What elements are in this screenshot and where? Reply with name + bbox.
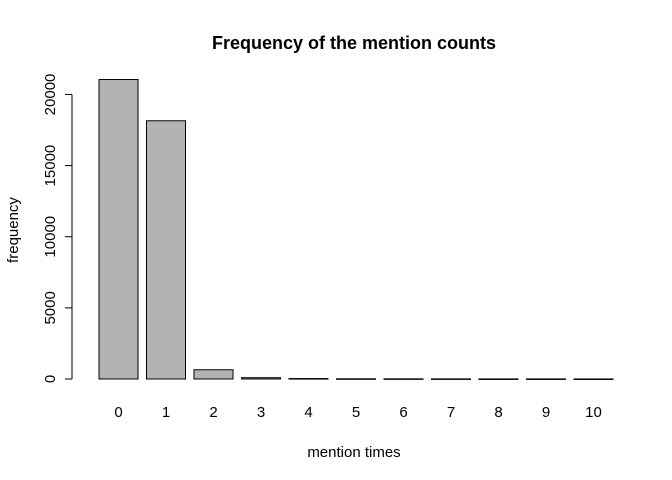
x-axis-label: mention times <box>307 444 400 461</box>
x-tick-label: 0 <box>114 404 122 421</box>
bar-3 <box>241 377 281 380</box>
x-tick-label: 7 <box>447 404 455 421</box>
bar-0 <box>98 79 139 380</box>
y-tick-label: 0 <box>42 375 59 383</box>
y-tick-label: 15000 <box>42 145 59 187</box>
bar-2 <box>193 369 234 380</box>
bar-5 <box>336 378 376 380</box>
y-tick-label: 10000 <box>42 216 59 258</box>
y-tick-label: 20000 <box>42 74 59 116</box>
x-tick-label: 3 <box>257 404 265 421</box>
bar-10 <box>573 378 614 380</box>
y-tick-label: 5000 <box>42 291 59 324</box>
bar-7 <box>431 378 471 380</box>
bar-1 <box>146 120 186 380</box>
chart-title: Frequency of the mention counts <box>212 33 496 53</box>
y-axis-label: frequency <box>5 197 22 263</box>
x-tick-label: 5 <box>352 404 360 421</box>
x-tick-label: 10 <box>585 404 602 421</box>
bar-8 <box>478 378 519 380</box>
x-tick-label: 8 <box>494 404 502 421</box>
bar-4 <box>288 378 329 380</box>
x-tick-labels: 0 1 2 3 4 5 6 7 8 9 10 <box>114 404 602 421</box>
bar-6 <box>383 378 424 380</box>
x-tick-label: 1 <box>162 404 170 421</box>
bars-group <box>98 79 614 380</box>
y-axis: 0 5000 10000 15000 20000 <box>42 74 73 383</box>
x-tick-label: 2 <box>209 404 217 421</box>
x-tick-label: 9 <box>542 404 550 421</box>
x-tick-label: 6 <box>399 404 407 421</box>
bar-9 <box>526 378 566 380</box>
x-tick-label: 4 <box>304 404 312 421</box>
